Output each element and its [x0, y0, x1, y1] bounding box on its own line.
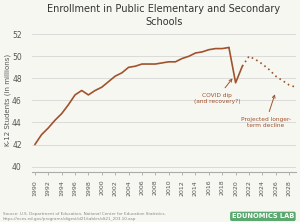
Text: Projected longer-
term decline: Projected longer- term decline	[241, 95, 291, 128]
Text: COVID dip
(and recovery?): COVID dip (and recovery?)	[194, 79, 240, 103]
Y-axis label: K-12 Students (in millions): K-12 Students (in millions)	[4, 54, 11, 147]
Text: Source: U.S. Department of Education, National Center for Education Statistics.
: Source: U.S. Department of Education, Na…	[3, 212, 166, 221]
Text: EDUNOMICS LAB: EDUNOMICS LAB	[232, 213, 294, 219]
Title: Enrollment in Public Elementary and Secondary
Schools: Enrollment in Public Elementary and Seco…	[47, 4, 280, 27]
